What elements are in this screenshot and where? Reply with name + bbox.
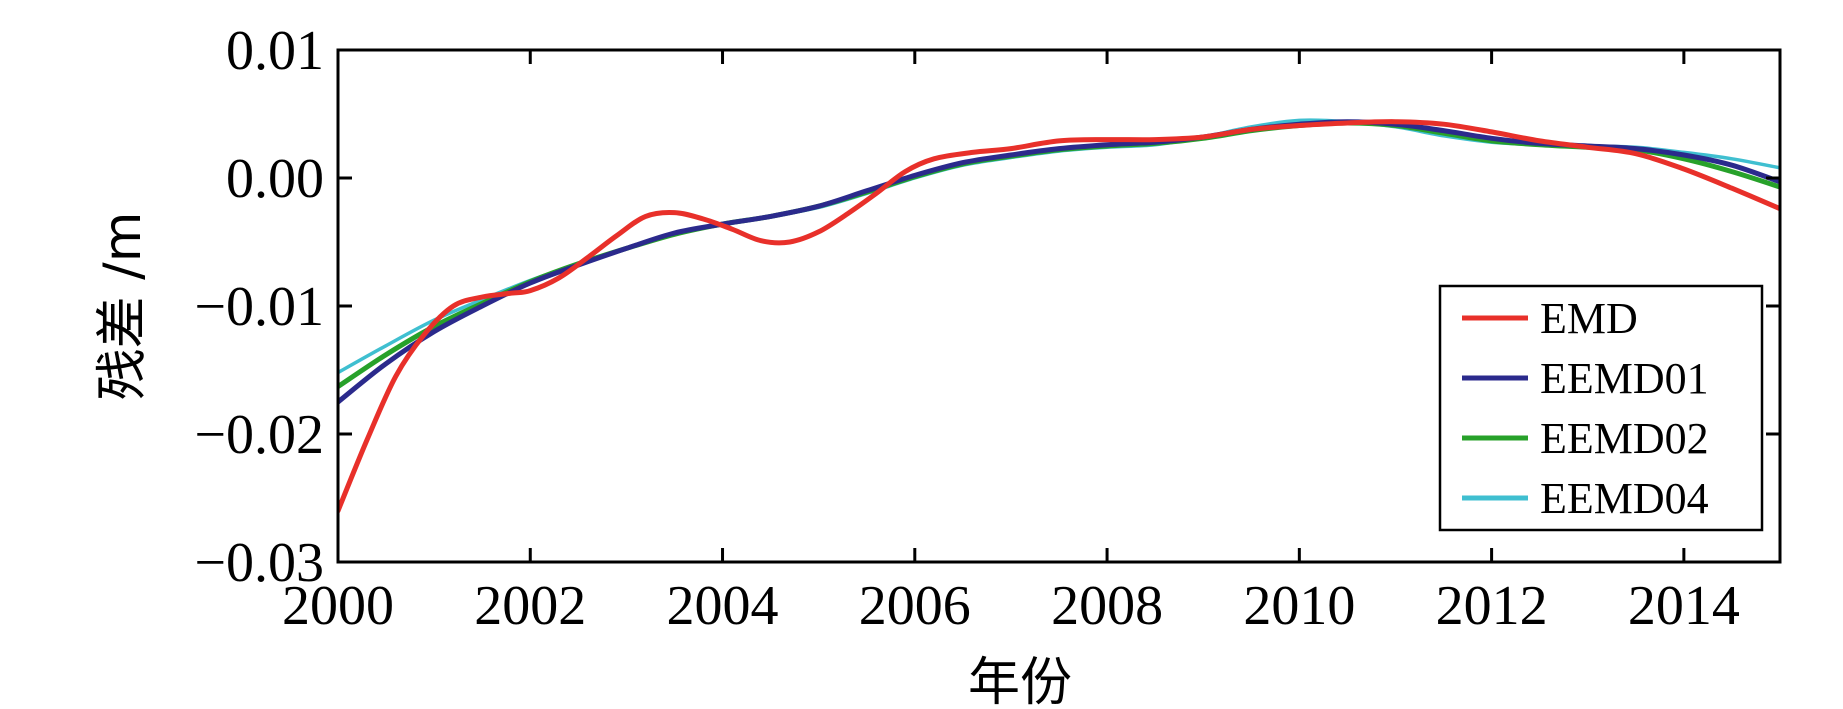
y-axis: 0.01 0.00 −0.01 −0.02 −0.03 — [194, 20, 1780, 594]
legend-box — [1438, 284, 1764, 532]
x-tick-label: 2014 — [1628, 575, 1740, 637]
y-tick-label: 0.00 — [226, 148, 324, 210]
y-tick-label: −0.02 — [194, 404, 324, 466]
legend-label: EMD — [1540, 294, 1638, 343]
x-tick-label: 2002 — [474, 575, 586, 637]
legend-label: EEMD01 — [1540, 354, 1709, 403]
y-axis-title: 残差 /m — [93, 212, 153, 401]
x-axis-title: 年份 — [968, 653, 1072, 709]
x-tick-label: 2000 — [282, 575, 394, 637]
x-axis: 2000 2002 2004 2006 2008 2010 2012 2014 — [282, 50, 1740, 637]
x-tick-label: 2006 — [859, 575, 971, 637]
y-tick-label: −0.03 — [194, 532, 324, 594]
y-tick-label: 0.01 — [226, 20, 324, 82]
series-line-emd — [338, 119, 1780, 514]
y-tick-label: −0.01 — [194, 276, 324, 338]
legend: EMD EEMD01 EEMD02 EEMD04 — [1438, 284, 1764, 532]
x-tick-label: 2012 — [1436, 575, 1548, 637]
legend-label: EEMD04 — [1540, 474, 1709, 523]
x-tick-label: 2004 — [667, 575, 779, 637]
x-tick-label: 2010 — [1243, 575, 1355, 637]
series-layer — [338, 118, 1780, 514]
x-tick-label: 2008 — [1051, 575, 1163, 637]
legend-label: EEMD02 — [1540, 414, 1709, 463]
